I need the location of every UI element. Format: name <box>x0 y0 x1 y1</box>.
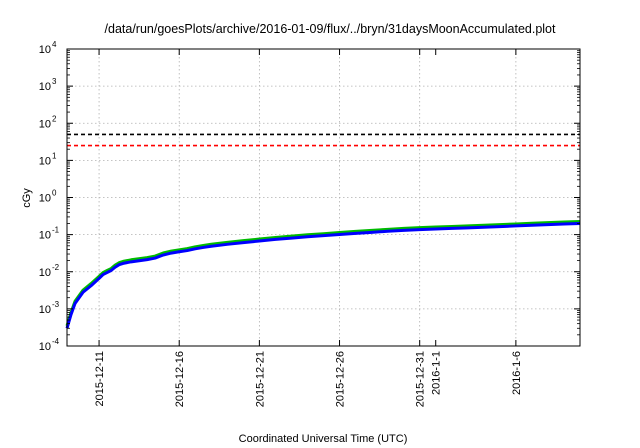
y-tick-label: 10 <box>39 44 51 56</box>
y-tick-label: 10 <box>39 155 51 167</box>
reference-lines <box>67 133 580 147</box>
x-tick-label: 2016-1-6 <box>511 351 523 395</box>
y-tick-label: 10 <box>39 304 51 316</box>
y-tick-label: 10 <box>39 81 51 93</box>
y-tick-exponent: 2 <box>52 114 57 123</box>
y-tick-exponent: -2 <box>52 263 60 272</box>
y-tick-exponent: 0 <box>52 189 57 198</box>
x-axis: 2015-12-11 2015-12-16 2015-12-21 2015-12-26… <box>94 49 523 407</box>
series-line <box>65 219 581 327</box>
x-tick-label: 2015-12-31 <box>415 351 427 407</box>
y-tick-label: 10 <box>39 267 51 279</box>
y-tick-exponent: -4 <box>52 337 60 346</box>
y-tick-label: 10 <box>39 230 51 242</box>
x-tick-label: 2015-12-16 <box>174 351 186 407</box>
x-tick-label: 2015-12-21 <box>254 351 266 407</box>
x-axis-label: Coordinated Universal Time (UTC) <box>239 433 408 445</box>
x-tick-label: 2015-12-26 <box>335 351 347 407</box>
chart-title: /data/run/goesPlots/archive/2016-01-09/f… <box>105 22 556 36</box>
y-tick-label: 10 <box>39 118 51 130</box>
y-tick-exponent: 3 <box>52 77 57 86</box>
y-tick-label: 10 <box>39 341 51 353</box>
y-tick-label: 10 <box>39 193 51 205</box>
x-tick-label: 2015-12-11 <box>94 351 106 406</box>
series-line <box>65 221 581 329</box>
y-axis-label: cGy <box>21 188 33 208</box>
y-tick-exponent: -1 <box>52 226 60 235</box>
y-tick-exponent: -3 <box>52 300 60 309</box>
y-tick-exponent: 1 <box>52 151 57 160</box>
y-tick-exponent: 4 <box>52 40 57 49</box>
grid-layer <box>67 49 580 346</box>
series-layer <box>65 219 581 329</box>
x-tick-label: 2016-1-1 <box>431 351 443 395</box>
